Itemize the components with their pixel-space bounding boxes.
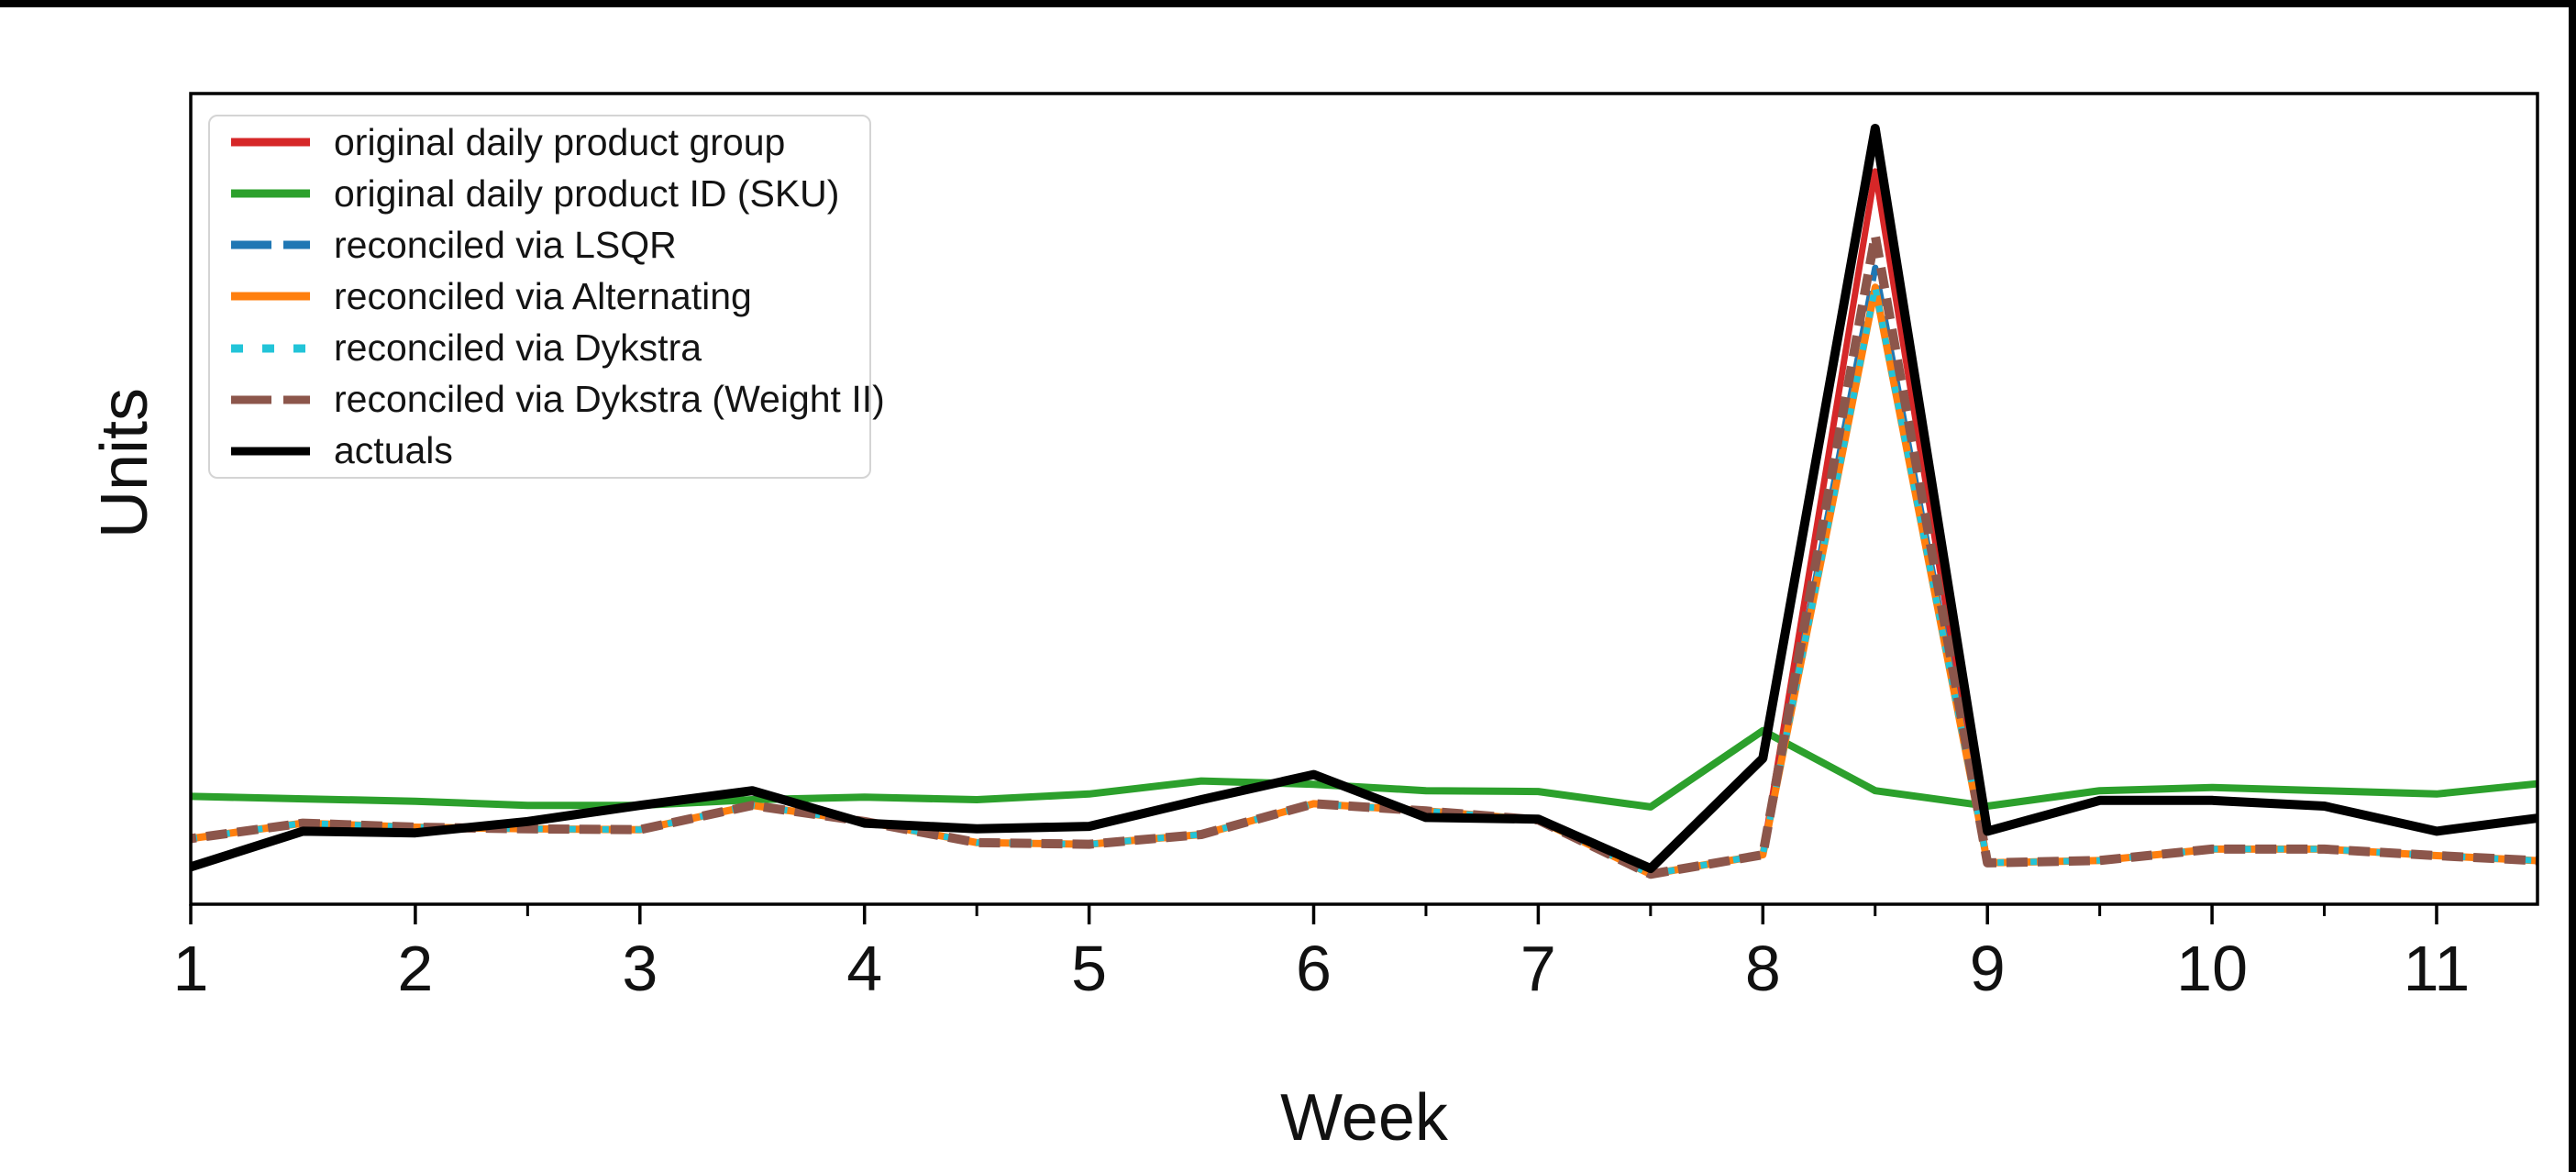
legend-item-1: original daily product ID (SKU) bbox=[227, 168, 853, 219]
series-line-5 bbox=[191, 230, 2537, 879]
legend-item-5: reconciled via Dykstra (Weight II) bbox=[227, 374, 885, 426]
x-tick-label: 1 bbox=[173, 933, 209, 1004]
x-tick-label: 3 bbox=[622, 933, 658, 1004]
x-tick-label: 11 bbox=[2404, 933, 2471, 1004]
x-axis-tick-labels: 1 2 3 4 5 6 7 8 9 10 11 bbox=[173, 933, 2471, 1004]
legend-swatch-icon bbox=[231, 138, 310, 147]
plot-border bbox=[189, 92, 2539, 906]
series-line-1 bbox=[191, 726, 2537, 811]
x-tick-label: 10 bbox=[2176, 933, 2248, 1004]
legend-label: original daily product group bbox=[334, 120, 786, 163]
x-tick-label: 6 bbox=[1296, 933, 1332, 1004]
x-tick-label: 2 bbox=[397, 933, 433, 1004]
legend-label: reconciled via Dykstra (Weight II) bbox=[334, 378, 885, 421]
x-tick-label: 4 bbox=[846, 933, 882, 1004]
legend-swatch-icon bbox=[231, 395, 310, 404]
window-frame-right bbox=[2569, 0, 2576, 1172]
legend-swatch-icon bbox=[231, 189, 310, 198]
legend-item-6: actuals bbox=[227, 426, 853, 477]
legend-swatch-icon bbox=[231, 344, 310, 353]
series-line-4 bbox=[191, 283, 2537, 878]
window-frame-top bbox=[0, 0, 2570, 7]
x-axis-label: Week bbox=[1280, 1081, 1449, 1155]
y-axis-label: Units bbox=[88, 388, 161, 538]
legend-item-3: reconciled via Alternating bbox=[227, 271, 853, 322]
legend-swatch-icon bbox=[231, 447, 310, 456]
legend-item-0: original daily product group bbox=[227, 116, 853, 168]
legend-label: reconciled via Alternating bbox=[334, 274, 752, 317]
legend-label: reconciled via Dykstra bbox=[334, 326, 702, 370]
x-tick-label: 9 bbox=[1970, 933, 2006, 1004]
legend-item-4: reconciled via Dykstra bbox=[227, 323, 853, 374]
legend-label: actuals bbox=[334, 429, 453, 472]
legend-label: reconciled via LSQR bbox=[334, 223, 677, 266]
x-tick-label: 7 bbox=[1520, 933, 1556, 1004]
x-tick-label: 5 bbox=[1071, 933, 1107, 1004]
legend-item-2: reconciled via LSQR bbox=[227, 219, 853, 271]
legend-label: original daily product ID (SKU) bbox=[334, 171, 840, 215]
x-axis-ticks bbox=[189, 904, 2438, 924]
data-series-group bbox=[191, 124, 2537, 879]
x-tick-label: 8 bbox=[1745, 933, 1781, 1004]
series-line-6 bbox=[191, 124, 2537, 874]
legend-swatch-icon bbox=[231, 240, 310, 249]
legend-box: original daily product group original dai… bbox=[208, 115, 885, 479]
legend-swatch-icon bbox=[231, 292, 310, 301]
